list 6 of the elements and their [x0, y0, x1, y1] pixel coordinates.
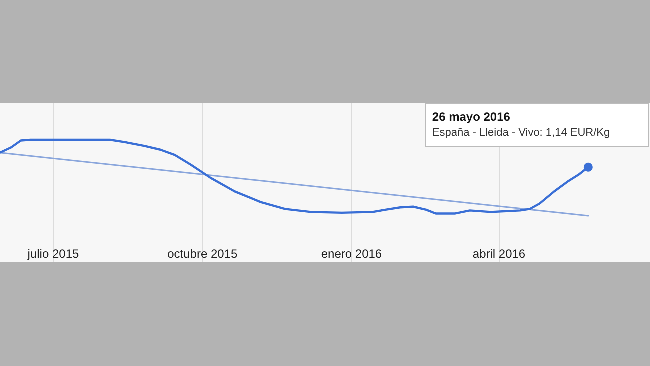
annotation: 26 mayo 2016 España - Lleida - Vivo: 1,14 EUR/Kg: [432, 109, 612, 142]
tooltip-box: 26 mayo 2016 España - Lleida - Vivo: 1,14 EUR/Kg: [425, 103, 650, 148]
x-tick-label: abril 2016: [472, 247, 526, 261]
x-tick-label: enero 2016: [321, 247, 382, 261]
x-tick-label: octubre 2015: [168, 247, 238, 261]
x-tick-label: julio 2015: [26, 247, 80, 261]
